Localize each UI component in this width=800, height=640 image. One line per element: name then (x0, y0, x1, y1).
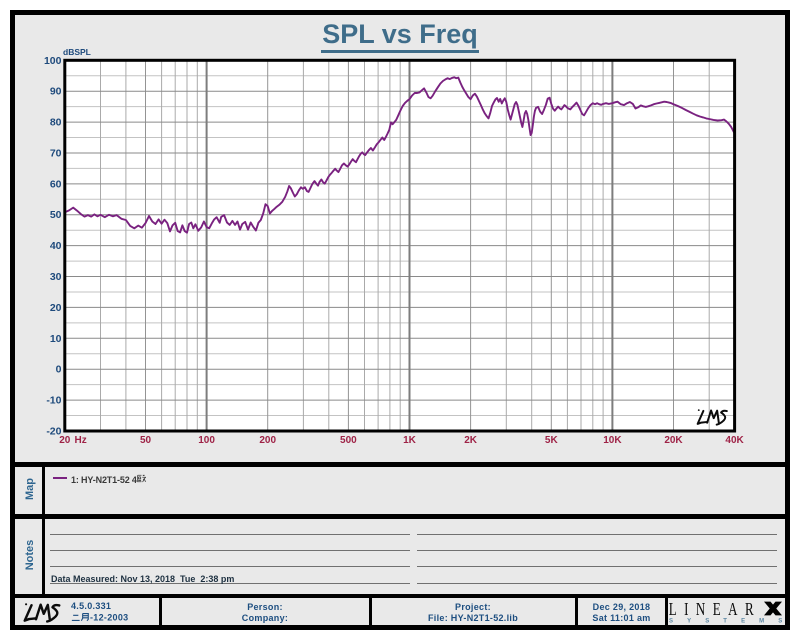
svg-text:Hz: Hz (75, 435, 87, 446)
svg-text:70: 70 (50, 148, 62, 160)
svg-text:-10: -10 (46, 395, 61, 407)
svg-text:80: 80 (50, 117, 62, 129)
svg-text:20K: 20K (664, 435, 683, 446)
svg-text:200: 200 (259, 435, 276, 446)
svg-text:20: 20 (50, 302, 62, 314)
svg-text:60: 60 (50, 178, 62, 190)
svg-text:40: 40 (50, 240, 62, 252)
svg-text:-20: -20 (46, 426, 61, 438)
svg-text:100: 100 (198, 435, 215, 446)
svg-text:100: 100 (44, 55, 62, 67)
svg-text:0: 0 (56, 364, 62, 376)
svg-text:dBSPL: dBSPL (63, 47, 91, 57)
svg-text:20: 20 (59, 435, 71, 446)
svg-text:50: 50 (140, 435, 152, 446)
svg-text:10K: 10K (603, 435, 622, 446)
svg-text:50: 50 (50, 209, 62, 221)
svg-text:500: 500 (340, 435, 357, 446)
svg-text:30: 30 (50, 271, 62, 283)
svg-text:2K: 2K (464, 435, 478, 446)
svg-text:5K: 5K (545, 435, 559, 446)
svg-text:40K: 40K (725, 435, 744, 446)
svg-text:1K: 1K (403, 435, 417, 446)
svg-text:90: 90 (50, 86, 62, 98)
svg-text:LINEAR: LINEAR (669, 600, 761, 620)
svg-text:10: 10 (50, 333, 62, 345)
svg-text:SYSTEMS: SYSTEMS (669, 619, 790, 625)
